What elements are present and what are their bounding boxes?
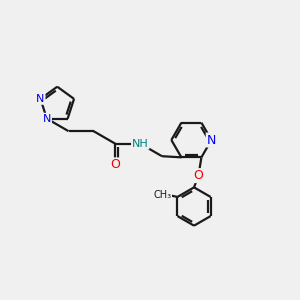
Text: CH₃: CH₃ xyxy=(153,190,171,200)
Text: N: N xyxy=(43,114,51,124)
Text: N: N xyxy=(207,134,216,146)
Text: NH: NH xyxy=(132,139,148,149)
Text: O: O xyxy=(194,169,203,182)
Text: N: N xyxy=(36,94,45,104)
Text: O: O xyxy=(110,158,120,171)
